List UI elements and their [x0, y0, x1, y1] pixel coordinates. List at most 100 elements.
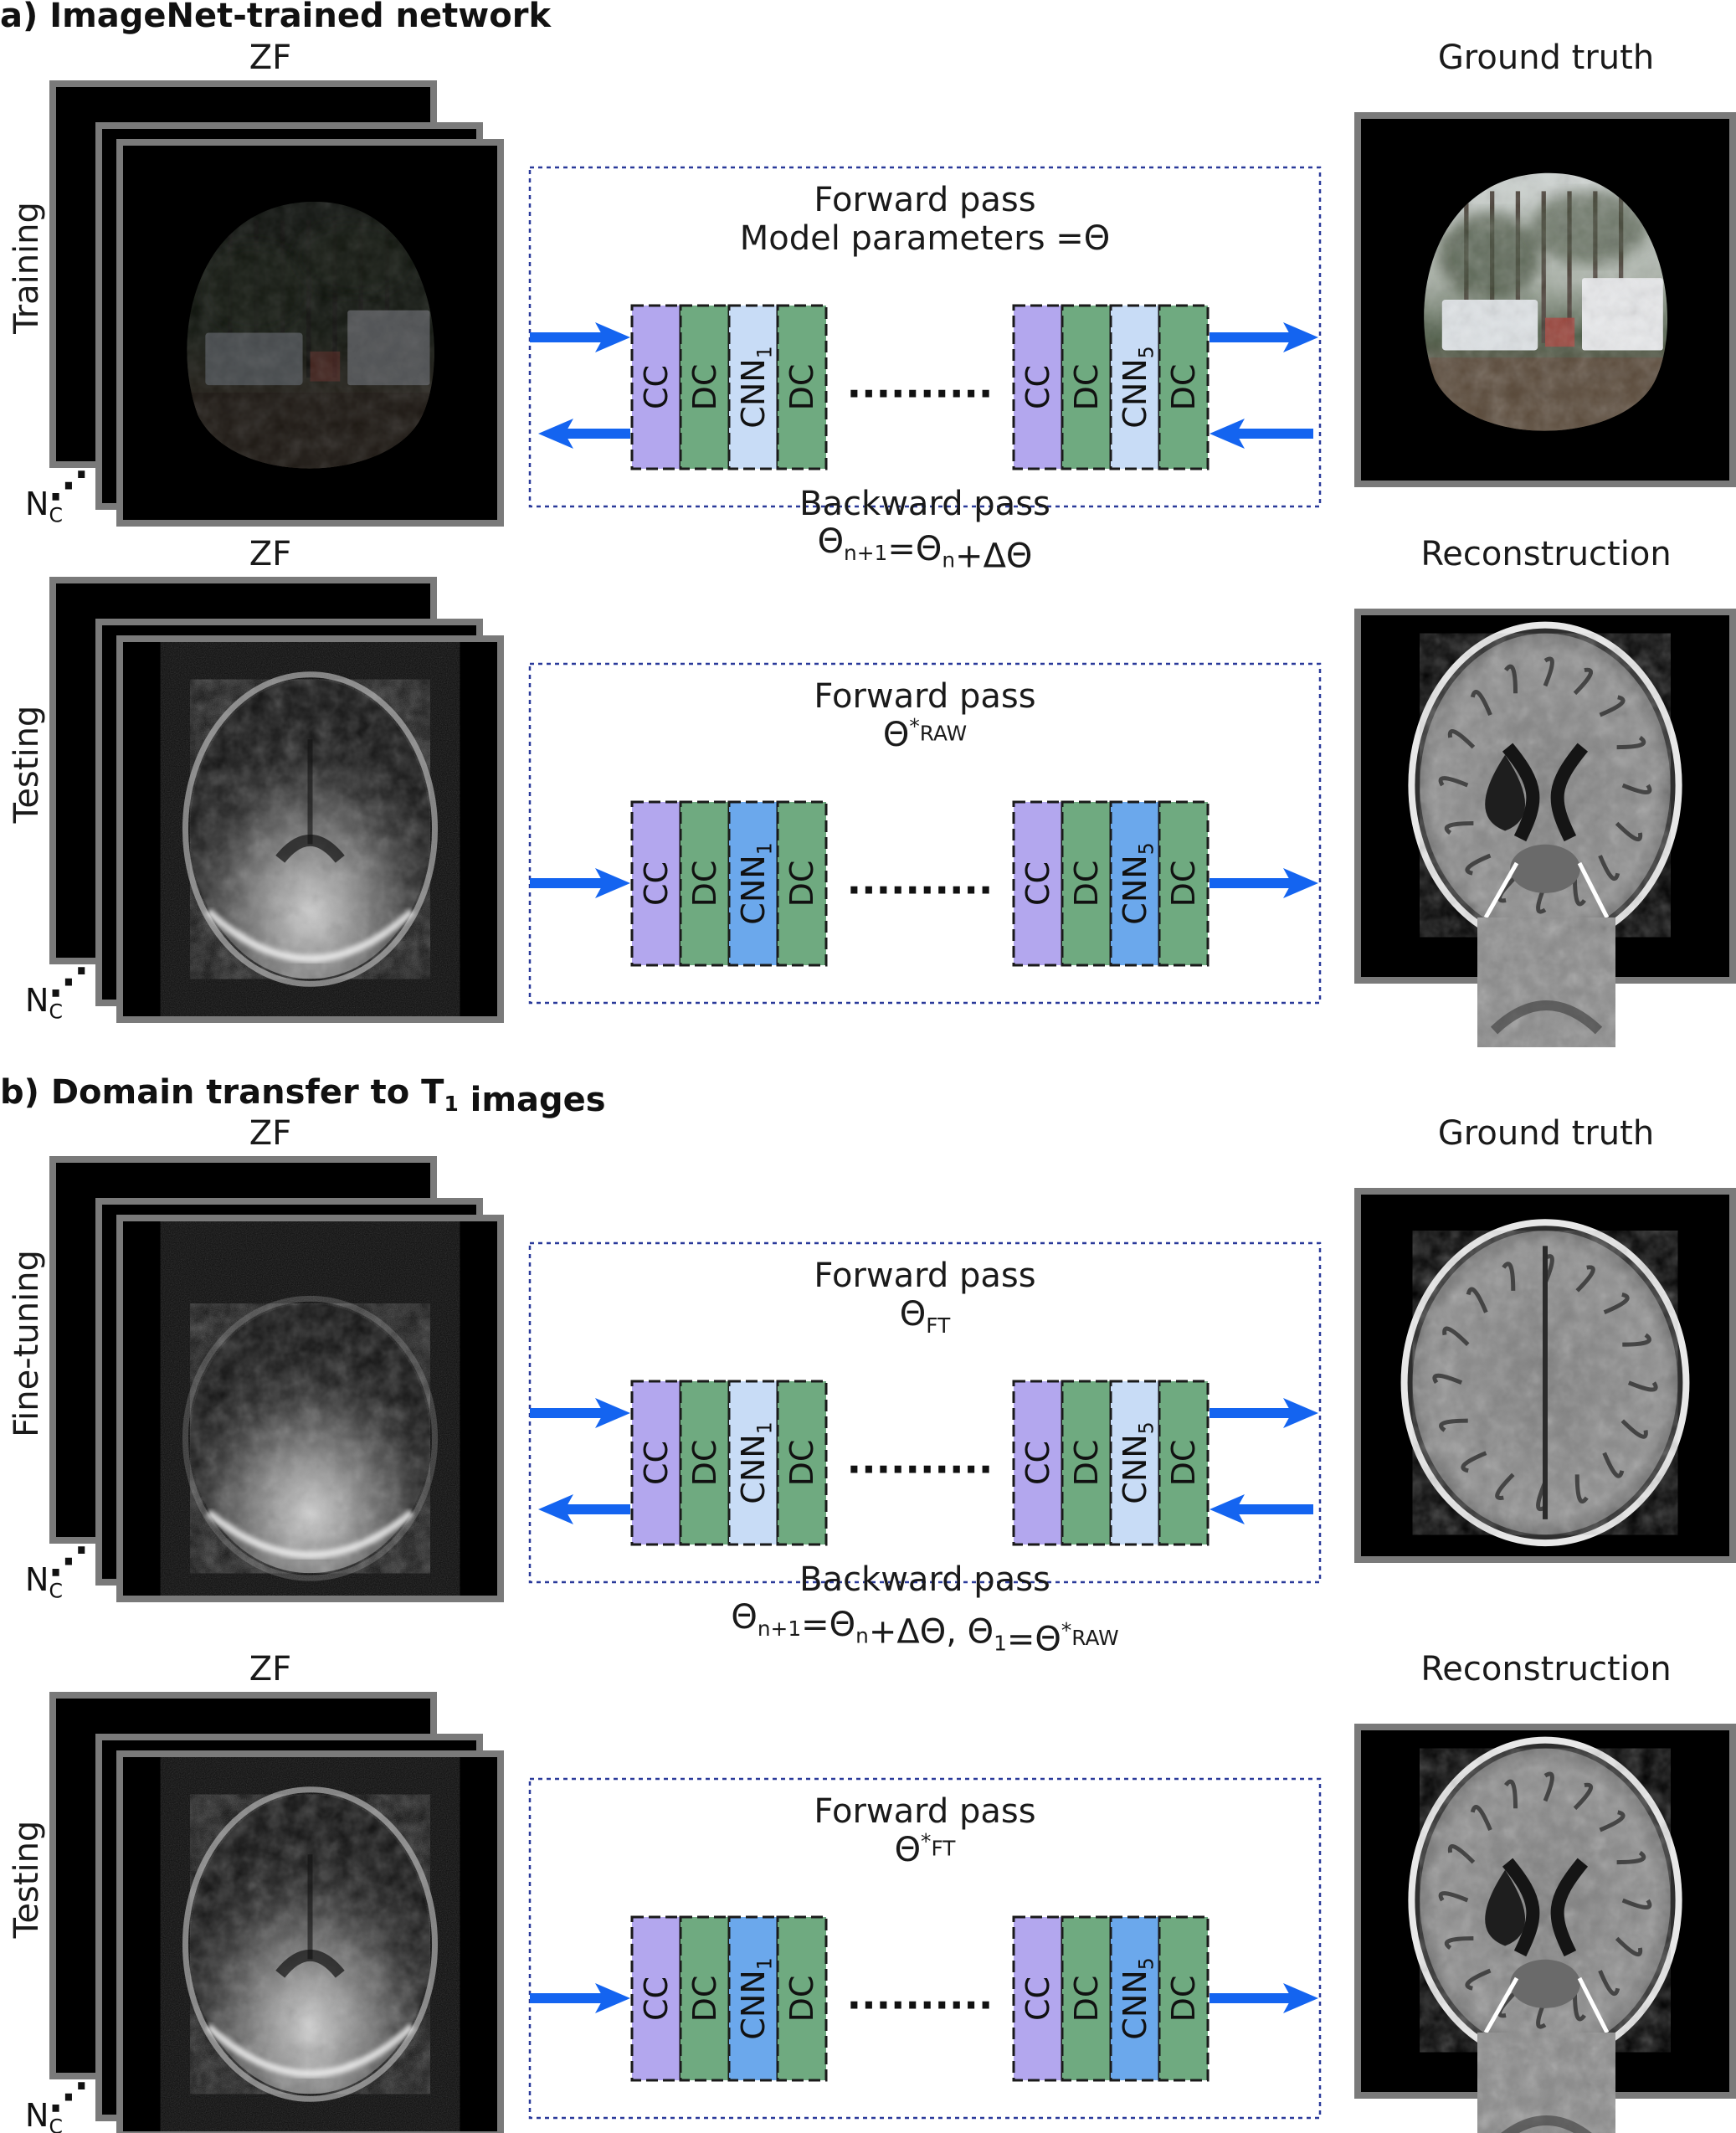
dc-block [1158, 1380, 1210, 1546]
cnn-block-label: CNN1 [735, 346, 776, 428]
zoom-inset [1477, 2033, 1615, 2133]
dc-block-label: DC [686, 861, 723, 907]
stack-dots-icon: ⋰ [49, 1539, 88, 1584]
zf-label: ZF [249, 39, 291, 77]
dc-block-label: DC [783, 364, 820, 411]
dc-block [1158, 800, 1210, 967]
dc-block [776, 1380, 828, 1546]
cnn-block [1109, 304, 1161, 470]
forward-pass-label: Forward pass [814, 677, 1035, 716]
cc-block-label: CC [638, 1976, 675, 2021]
output-image-label: Reconstruction [1420, 1650, 1671, 1688]
cnn-block [727, 1380, 779, 1546]
dc-block [679, 1380, 731, 1546]
zoom-line [1483, 861, 1519, 919]
output-backward-arrow [1210, 1494, 1313, 1524]
forward-pass-label: Forward pass [814, 181, 1035, 219]
output-forward-arrow [1210, 1398, 1318, 1428]
output-forward-arrow [1210, 1983, 1318, 2013]
cnn-block-label: CNN5 [1117, 1957, 1158, 2039]
input-forward-arrow [530, 322, 630, 352]
cc-block [1012, 1380, 1064, 1546]
zoom-inset [1477, 917, 1615, 1047]
output-image-label: Reconstruction [1420, 535, 1671, 573]
undersampled-brain-image [160, 642, 460, 1016]
stack-dots-icon: ⋰ [49, 959, 88, 1005]
input-forward-arrow [530, 1398, 630, 1428]
output-backward-arrow [1210, 419, 1313, 449]
dc-block [776, 304, 828, 470]
row-side-label: Testing [8, 1821, 46, 1940]
cc-block [1012, 1915, 1064, 2082]
dc-block-label: DC [1165, 364, 1202, 411]
section-b-title: b) Domain transfer to T1 images [0, 1073, 606, 1119]
dc-block-label: DC [1165, 1440, 1202, 1487]
coil-count-label: NC [25, 1561, 63, 1602]
output-image-label: Ground truth [1438, 39, 1654, 77]
cascade-ellipsis: .......... [847, 1437, 994, 1483]
dc-block [679, 304, 731, 470]
dc-block [1061, 304, 1112, 470]
cc-block [630, 1915, 682, 2082]
coil-count-label: NC [25, 982, 63, 1023]
cnn-block-label: CNN5 [1117, 1421, 1158, 1503]
cnn-block [727, 304, 779, 470]
cascade-ellipsis: .......... [847, 858, 994, 903]
output-image [1361, 615, 1729, 977]
input-forward-arrow [530, 868, 630, 898]
cc-block-label: CC [1020, 1976, 1056, 2021]
forward-params-label: Model parameters =Θ [740, 219, 1111, 258]
cc-block-label: CC [638, 1441, 675, 1485]
dc-block [1061, 1380, 1112, 1546]
zf-label: ZF [249, 1650, 291, 1688]
zf-label: ZF [249, 535, 291, 573]
dc-block [679, 1915, 731, 2082]
cc-block-label: CC [638, 365, 675, 409]
output-forward-arrow [1210, 868, 1318, 898]
backward-update-label: Θn+1=Θn+ΔΘ [818, 522, 1033, 576]
cnn-block-label: CNN5 [1117, 346, 1158, 428]
network-box [528, 1777, 1322, 2120]
dc-block-label: DC [686, 1440, 723, 1487]
reconstructed-brain-image [1361, 615, 1729, 977]
backward-pass-label: Backward pass [799, 485, 1050, 523]
dc-block-label: DC [1068, 861, 1105, 907]
forward-params-label: ΘFT [900, 1295, 951, 1338]
output-image [1424, 172, 1668, 431]
forward-params-label: Θ*RAW [883, 714, 967, 754]
backward-pass-label: Backward pass [799, 1560, 1050, 1599]
dc-block-label: DC [783, 1976, 820, 2022]
cascade-ellipsis: .......... [847, 362, 994, 407]
cc-block [630, 304, 682, 470]
dc-block-label: DC [1068, 364, 1105, 411]
output-image [1361, 1730, 1729, 2092]
output-forward-arrow [1210, 322, 1318, 352]
cnn-block [1109, 1380, 1161, 1546]
dc-block-label: DC [686, 1976, 723, 2022]
dc-block-label: DC [686, 364, 723, 411]
stack-dots-icon: ⋰ [49, 463, 88, 508]
dc-block [1158, 1915, 1210, 2082]
cc-block [1012, 800, 1064, 967]
cc-block-label: CC [638, 861, 675, 906]
input-backward-arrow [538, 1494, 630, 1524]
dc-block [776, 1915, 828, 2082]
cc-block [630, 800, 682, 967]
coil-count-label: NC [25, 486, 63, 527]
zoom-line [1577, 861, 1610, 919]
undersampled-brain-image [160, 1221, 460, 1596]
zf-label: ZF [249, 1114, 291, 1153]
cc-block-label: CC [1020, 861, 1056, 906]
